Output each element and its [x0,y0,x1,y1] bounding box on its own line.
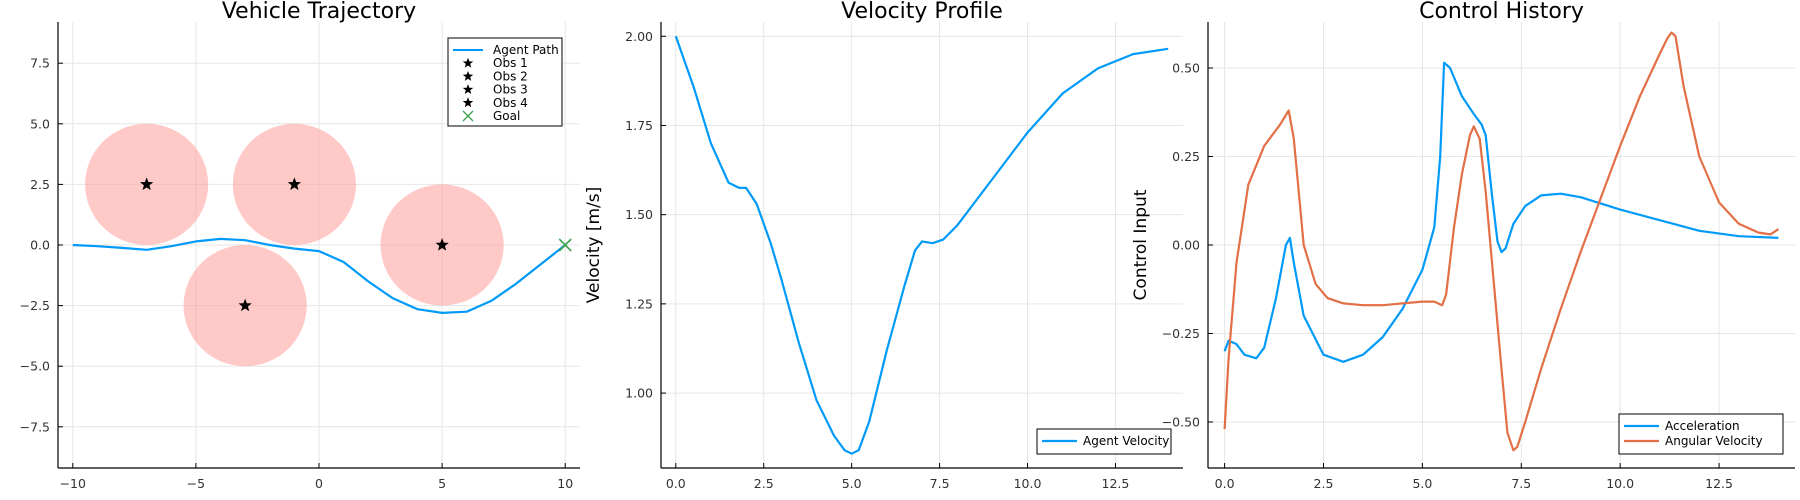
legend-swatch [462,57,474,68]
goal-marker [558,238,572,252]
legend: Agent Velocity [1036,428,1172,455]
series-line [1223,31,1780,452]
axes [57,22,580,469]
panel-trajectory: −10 −5 0 5 10 −7.5 −5.0 −2.5 0.0 2.5 5.0 7.5 Vehicl… [20,0,580,491]
x-tick-label: 12.5 [1705,476,1733,491]
legend-label: Obs 2 [493,69,528,83]
y-tick-label: 5.0 [30,116,50,131]
series [72,177,572,314]
legend-label: Obs 1 [493,56,528,70]
legend-label: Acceleration [1665,419,1740,433]
y-tick-label: 1.75 [625,118,653,133]
legend-label: Obs 3 [493,83,528,97]
series [1223,31,1780,452]
y-tick-label: 1.25 [625,296,653,311]
x-tick-label: 10.0 [1606,476,1634,491]
tick-labels: 0.0 2.5 5.0 7.5 10.0 12.5 1.00 1.25 1.50 1.75 2.00 [625,29,1129,491]
x-tick-label: 5.0 [842,476,862,491]
legend-box [1618,413,1784,455]
x-tick-label: −10 [60,476,86,491]
legend-swatch [462,97,474,108]
obstacle-star-marker [435,238,449,251]
x-tick-label: 12.5 [1102,476,1130,491]
legend-label: Goal [493,109,520,123]
grid [1208,22,1795,468]
y-tick-label: −2.5 [20,298,50,313]
chart-title: Vehicle Trajectory [222,0,416,24]
y-tick-label: 0.50 [1172,61,1200,76]
chart-title: Velocity Profile [841,0,1003,24]
y-tick-label: 7.5 [30,56,50,71]
series-line [674,35,1169,455]
x-tick-label: 0.0 [1215,476,1235,491]
y-tick-label: 2.5 [30,177,50,192]
x-tick-label: 0 [315,476,323,491]
axes [1207,22,1795,469]
y-tick-label: 2.00 [625,29,653,44]
legend-label: Angular Velocity [1665,434,1763,448]
y-tick-label: 0.00 [1172,238,1200,253]
y-tick-label: 1.50 [625,207,653,222]
x-tick-label: 2.5 [754,476,774,491]
legend-label: Agent Velocity [1083,434,1169,448]
x-tick-label: 10 [557,476,573,491]
y-tick-label: 0.0 [30,238,50,253]
x-tick-label: 7.5 [930,476,950,491]
y-tick-label: 0.25 [1172,149,1200,164]
legend-swatch [462,70,474,81]
obstacle-star-marker [139,177,154,191]
agent-path-line [72,237,566,314]
x-tick-label: 5 [438,476,446,491]
chart-title: Control History [1419,0,1584,24]
y-tick-label: 1.00 [625,386,653,401]
y-tick-label: −7.5 [20,419,50,434]
legend-swatch [462,84,474,95]
x-tick-label: 0.0 [666,476,686,491]
obstacle-star-marker [238,298,252,312]
y-tick-label: −0.25 [1162,326,1200,341]
panel-velocity: 0.0 2.5 5.0 7.5 10.0 12.5 1.00 1.25 1.50 1.75 2.00… [584,0,1183,491]
tick-labels: −10 −5 0 5 10 −7.5 −5.0 −2.5 0.0 2.5 5.0 7.5 [20,56,574,491]
y-axis-label: Velocity [m/s] [584,187,604,304]
x-tick-label: 2.5 [1314,476,1334,491]
panel-control: 0.0 2.5 5.0 7.5 10.0 12.5 −0.50 −0.25 0.00 0.25 0.… [1131,0,1795,491]
legend-swatch [462,110,474,122]
x-tick-label: 7.5 [1511,476,1531,491]
y-axis-label: Control Input [1131,189,1151,300]
legend-label: Obs 4 [493,96,528,110]
grid [661,22,1183,468]
series [674,35,1169,455]
tick-labels: 0.0 2.5 5.0 7.5 10.0 12.5 −0.50 −0.25 0.00 0.25 0.… [1162,61,1733,491]
series-line [1223,61,1779,363]
y-tick-label: −5.0 [20,359,50,374]
x-tick-label: 10.0 [1014,476,1042,491]
axes [660,22,1183,469]
obstacle-star-marker [287,177,302,191]
x-tick-label: 5.0 [1412,476,1432,491]
legend-box [447,37,563,127]
y-tick-label: −0.50 [1162,414,1200,429]
legend-label: Agent Path [493,43,559,57]
x-tick-label: −5 [187,476,205,491]
